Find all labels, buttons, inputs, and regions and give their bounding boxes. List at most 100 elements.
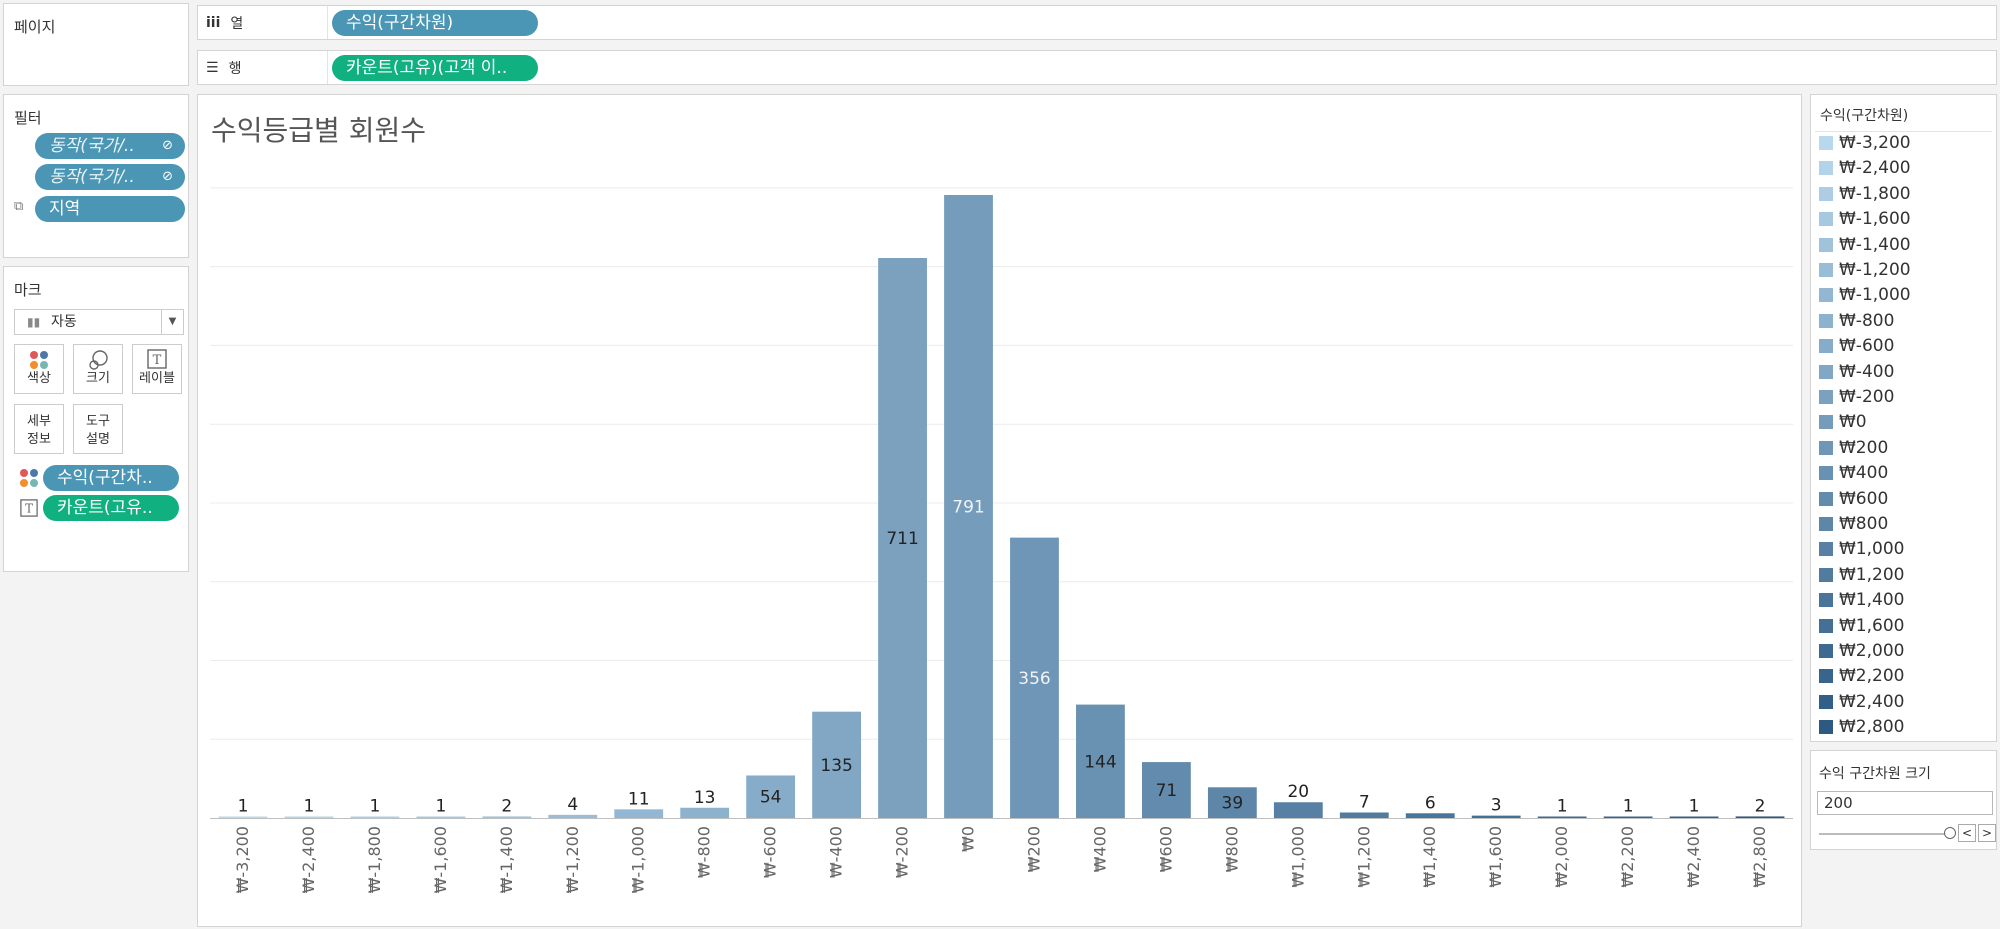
legend-item[interactable]: ₩-3,200 (1819, 133, 1911, 153)
marks-panel-title: 마크 (14, 281, 42, 299)
tooltip-button[interactable]: 도구 설명 (73, 404, 123, 454)
detail-button[interactable]: 세부 정보 (14, 404, 64, 454)
legend-swatch (1819, 161, 1833, 176)
legend-item[interactable]: ₩400 (1819, 463, 1888, 483)
data-label-21: 1 (1623, 797, 1634, 817)
legend-item[interactable]: ₩1,600 (1819, 616, 1904, 636)
bar-2[interactable] (350, 816, 400, 819)
bar-0[interactable] (218, 816, 268, 819)
bar-23[interactable] (1735, 816, 1785, 818)
color-button[interactable]: 색상 (14, 344, 64, 394)
filter-pill-action-2-label: 동작(국가/.. (49, 167, 135, 187)
legend-item[interactable]: ₩-1,200 (1819, 260, 1911, 280)
legend-label: ₩2,800 (1839, 717, 1905, 738)
legend-item[interactable]: ₩2,400 (1819, 692, 1904, 712)
legend-title-divider (1815, 131, 1992, 132)
legend-item[interactable]: ₩2,000 (1819, 641, 1904, 661)
legend-item[interactable]: ₩-1,800 (1819, 184, 1911, 204)
legend-item[interactable]: ₩-2,400 (1819, 158, 1911, 178)
legend-label: ₩-1,600 (1839, 209, 1911, 230)
label-button[interactable]: T 레이블 (132, 344, 182, 394)
legend-item[interactable]: ₩-1,400 (1819, 235, 1911, 255)
bin-size-slider-thumb[interactable] (1944, 827, 1956, 839)
bar-22[interactable] (1669, 816, 1719, 819)
data-label-10: 711 (886, 529, 918, 549)
bar-14[interactable] (1141, 762, 1191, 818)
pages-panel: 페이지 (3, 3, 189, 86)
legend-item[interactable]: ₩-1,600 (1819, 209, 1911, 229)
bar-17[interactable] (1339, 812, 1389, 818)
bar-5[interactable] (548, 814, 598, 818)
legend-swatch (1819, 415, 1833, 430)
data-label-16: 20 (1287, 782, 1309, 802)
mark-type-dropdown[interactable]: ▮▮ 자동 ▼ (14, 309, 184, 335)
legend-item[interactable]: ₩-600 (1819, 336, 1894, 356)
columns-pill-profit-bin[interactable]: 수익(구간차원) (332, 10, 538, 36)
x-tick-label-12: ₩200 (1024, 826, 1043, 872)
legend-item[interactable]: ₩-800 (1819, 311, 1894, 331)
legend-swatch (1819, 313, 1833, 328)
bar-6[interactable] (614, 809, 664, 818)
bin-size-prev-button[interactable]: < (1958, 824, 1976, 842)
data-label-8: 54 (760, 788, 782, 808)
bar-1[interactable] (284, 816, 334, 819)
filter-pill-action-1[interactable]: 동작(국가/.. ⊘ (35, 133, 185, 159)
rows-shelf-label: ☰ 행 (198, 51, 328, 84)
legend-item[interactable]: ₩2,800 (1819, 717, 1904, 737)
bar-13[interactable] (1076, 704, 1125, 818)
bin-size-next-button[interactable]: > (1978, 824, 1996, 842)
legend-label: ₩0 (1839, 412, 1867, 433)
legend-label: ₩600 (1839, 488, 1889, 509)
marks-pill-profit-bin[interactable]: 수익(구간차.. (43, 465, 179, 491)
legend-item[interactable]: ₩200 (1819, 438, 1888, 458)
legend-item[interactable]: ₩2,200 (1819, 666, 1904, 686)
legend-item[interactable]: ₩800 (1819, 514, 1888, 534)
bar-3[interactable] (416, 816, 466, 819)
bin-size-slider-track[interactable] (1819, 833, 1949, 835)
bar-8[interactable] (746, 775, 796, 818)
legend-item[interactable]: ₩1,400 (1819, 590, 1904, 610)
legend-item[interactable]: ₩600 (1819, 489, 1888, 509)
x-tick-label-22: ₩2,400 (1684, 826, 1703, 888)
legend-swatch (1819, 186, 1833, 201)
set-icon: ⧉ (14, 199, 24, 214)
chevron-down-icon: ▼ (161, 310, 183, 334)
rows-pill-count-distinct[interactable]: 카운트(고유)(고객 이.. (332, 55, 538, 81)
columns-shelf[interactable]: iii 열 수익(구간차원) (197, 5, 1997, 40)
legend-item[interactable]: ₩-400 (1819, 362, 1894, 382)
rows-shelf[interactable]: ☰ 행 카운트(고유)(고객 이.. (197, 50, 1997, 85)
text-label-icon: T (20, 499, 38, 521)
data-label-7: 13 (694, 788, 716, 808)
legend-label: ₩-600 (1839, 336, 1895, 357)
legend-item[interactable]: ₩-200 (1819, 387, 1894, 407)
bar-16[interactable] (1273, 802, 1323, 818)
bar-19[interactable] (1471, 815, 1521, 818)
bar-15[interactable] (1207, 787, 1257, 818)
legend-item[interactable]: ₩1,200 (1819, 565, 1904, 585)
size-button[interactable]: 크기 (73, 344, 123, 394)
legend-item[interactable]: ₩0 (1819, 412, 1867, 432)
marks-pill-count-distinct[interactable]: 카운트(고유.. (43, 495, 179, 521)
filter-pill-action-2[interactable]: 동작(국가/.. ⊘ (35, 164, 185, 190)
bar-12[interactable] (1010, 537, 1059, 818)
bar-18[interactable] (1405, 813, 1455, 818)
bar-7[interactable] (680, 807, 730, 818)
legend-item[interactable]: ₩-1,000 (1819, 285, 1911, 305)
filter-pill-region[interactable]: 지역 (35, 196, 185, 222)
bar-chart: 1 ₩-3,200 1 ₩-2,400 1 ₩-1,800 1 ₩-1,600 2 ₩-1,400… (210, 187, 1793, 893)
bar-9[interactable] (812, 711, 862, 818)
legend-label: ₩800 (1839, 514, 1889, 534)
x-tick-label-23: ₩2,800 (1750, 826, 1769, 888)
data-label-18: 6 (1425, 793, 1436, 813)
legend-item[interactable]: ₩1,000 (1819, 539, 1904, 559)
bar-11[interactable] (944, 195, 993, 818)
bar-4[interactable] (482, 816, 532, 818)
bar-10[interactable] (878, 258, 927, 818)
mark-type-value: 자동 (51, 314, 77, 330)
bin-size-input[interactable]: 200 (1817, 791, 1993, 815)
bar-20[interactable] (1537, 816, 1587, 819)
x-tick-label-17: ₩1,200 (1354, 826, 1373, 888)
legend-swatch (1819, 440, 1833, 455)
legend-label: ₩-2,400 (1839, 158, 1911, 179)
bar-21[interactable] (1603, 816, 1653, 819)
